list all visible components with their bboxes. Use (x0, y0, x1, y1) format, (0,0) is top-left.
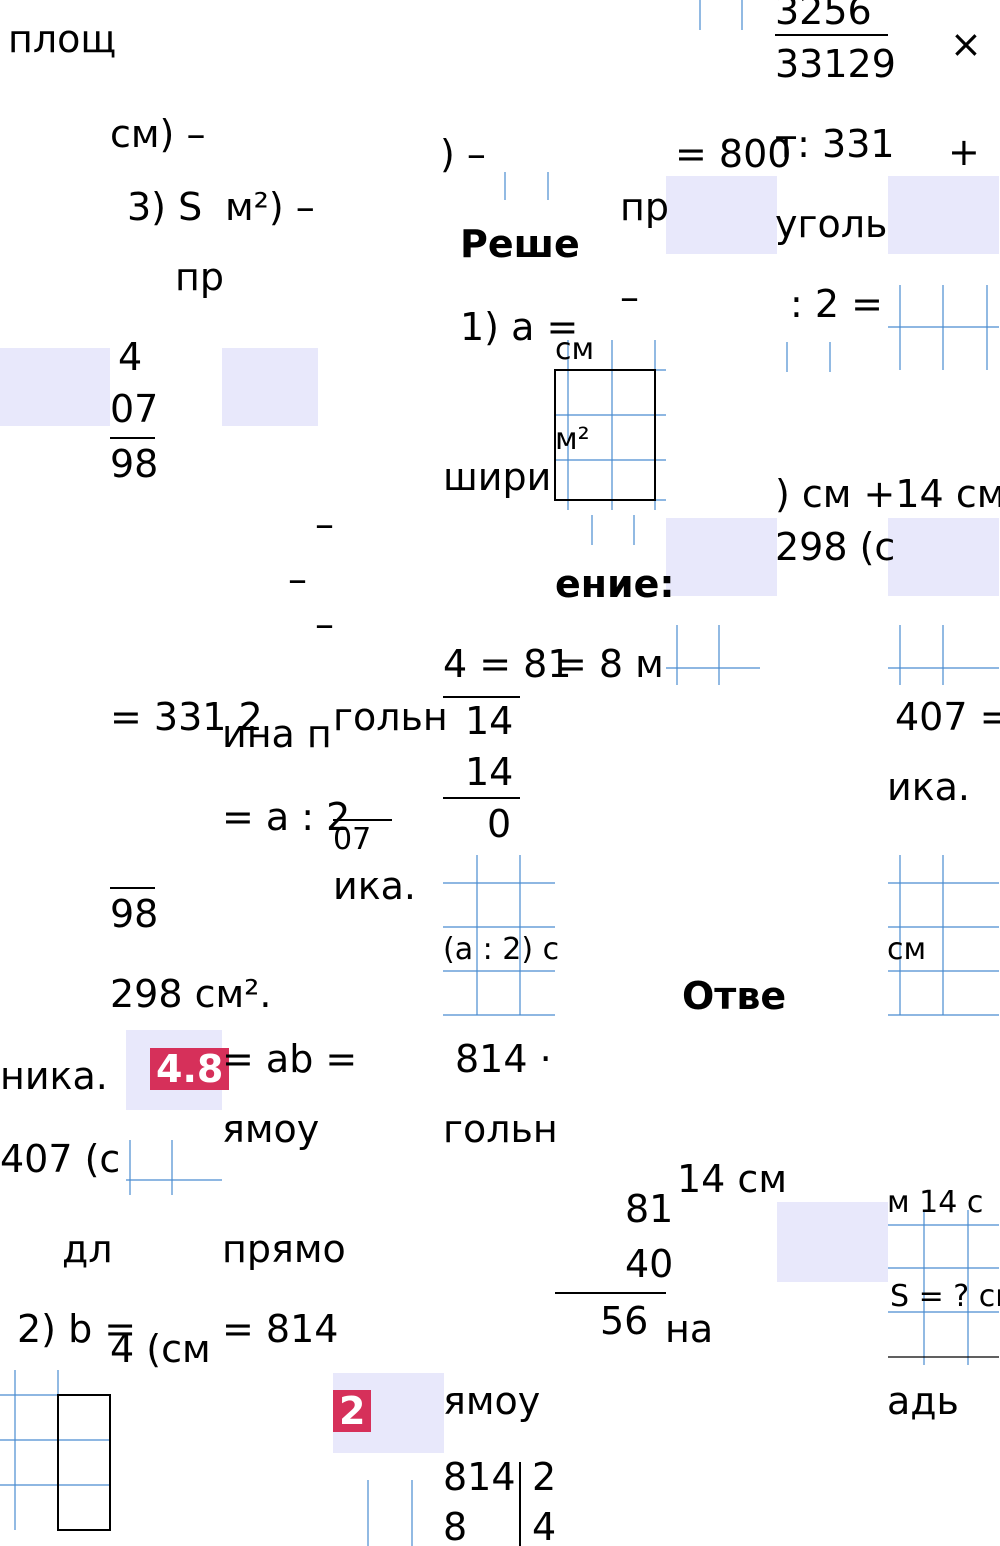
text-fragment: 98 (110, 442, 159, 486)
text-fragment: 07 (110, 387, 159, 431)
text-fragment: ика. (333, 864, 417, 908)
text-fragment: 98 (110, 892, 159, 936)
text-fragment: 4 (118, 335, 143, 379)
text-fragment: Отве (682, 974, 787, 1018)
text-fragment: 56 (600, 1299, 649, 1343)
text-fragment: – (315, 602, 334, 646)
text-fragment: = 814 (222, 1307, 339, 1351)
text-fragment: т: 331 (775, 122, 895, 166)
text-fragment: 2) b = (17, 1307, 137, 1351)
text-fragment: (a : 2) c (443, 932, 560, 967)
grid-patch (0, 1370, 111, 1531)
text-fragment: см (555, 332, 595, 367)
text-fragment: 81 (625, 1187, 674, 1231)
text-fragment: м² (555, 422, 590, 457)
text-fragment: + (948, 130, 980, 174)
text-fragment: 07 (333, 822, 372, 857)
text-fragment: = 331 2 (110, 695, 263, 739)
text-fragment: 40 (625, 1242, 674, 1286)
text-fragment: 298 см². (110, 972, 272, 1016)
text-fragment: ика. (887, 765, 971, 809)
text-fragment: : 2 = (790, 282, 883, 326)
text-fragment: 33129 (775, 42, 896, 86)
text-fragment: ) см +14 см (775, 472, 1000, 516)
empty-tile[interactable] (666, 176, 777, 254)
text-fragment: 8 (443, 1505, 468, 1546)
text-fragment: Реше (460, 222, 580, 266)
text-fragment: 2 (333, 1390, 372, 1432)
empty-tile[interactable] (0, 348, 110, 426)
text-fragment: дл (62, 1227, 113, 1271)
text-fragment: 0 (487, 802, 512, 846)
text-fragment: 1) a = (460, 305, 579, 349)
text-fragment: 3) S (127, 185, 203, 229)
text-fragment: 3256 (775, 0, 872, 33)
text-fragment: S = ? см (890, 1279, 1000, 1314)
text-fragment: 4 = 81 (443, 642, 572, 686)
text-fragment: 814 · (455, 1037, 552, 1081)
text-fragment: 814 (443, 1455, 516, 1499)
text-fragment: шири (443, 455, 552, 499)
text-fragment: ямоу (222, 1107, 320, 1151)
text-fragment: ) – (440, 132, 486, 176)
text-fragment: пр (175, 255, 224, 299)
text-fragment: ника. (0, 1054, 108, 1098)
text-fragment: 4 (532, 1505, 557, 1546)
grid-patch (888, 855, 999, 1016)
text-fragment: м²) – (225, 185, 315, 229)
text-fragment: 14 (465, 750, 514, 794)
text-fragment: = a : 2 (222, 795, 351, 839)
text-fragment: ина п (222, 712, 332, 756)
empty-tile[interactable] (666, 518, 777, 596)
empty-tile[interactable] (888, 518, 999, 596)
text-fragment: м 14 с (887, 1185, 984, 1220)
text-fragment: 407 = (895, 695, 1000, 739)
grid-patch (554, 340, 666, 510)
text-fragment: см (887, 932, 927, 967)
text-fragment: 14 см (677, 1157, 787, 1201)
empty-tile[interactable] (222, 348, 318, 426)
text-fragment: 4.8 (150, 1048, 230, 1090)
text-fragment: прямо (222, 1227, 346, 1271)
empty-tile[interactable] (777, 1202, 888, 1282)
division-lines (110, 34, 888, 1546)
text-fragment: 2 (532, 1455, 557, 1499)
grid-patch (888, 1210, 999, 1365)
text-fragment: 4 (см (110, 1327, 211, 1371)
text-fragment: – (620, 275, 639, 319)
text-fragment: × (950, 22, 982, 66)
text-fragment: см) – (110, 112, 206, 156)
text-fragment: на (665, 1307, 714, 1351)
text-fragment: адь (887, 1379, 959, 1423)
text-fragment: – (315, 502, 334, 546)
text-fragment: площ (8, 17, 117, 61)
text-fragment: гольн (443, 1107, 558, 1151)
text-fragment: 298 (с (775, 525, 896, 569)
text-fragment: – (288, 557, 307, 601)
text-fragment: = 800 (675, 132, 792, 176)
text-fragment: ение: (555, 562, 675, 606)
text-fragment: 407 (с (0, 1137, 121, 1181)
empty-tile[interactable] (888, 176, 999, 254)
grid-patch (443, 855, 555, 1016)
text-fragment: уголь (775, 202, 888, 246)
text-fragment: 14 (465, 699, 514, 743)
text-fragment: гольн (333, 695, 448, 739)
text-fragment: = ab = (222, 1037, 358, 1081)
text-fragment: пр (620, 185, 669, 229)
text-fragment: = 8 м (555, 642, 664, 686)
grid-patch (126, 0, 999, 1546)
text-fragment: ямоу (443, 1379, 541, 1423)
